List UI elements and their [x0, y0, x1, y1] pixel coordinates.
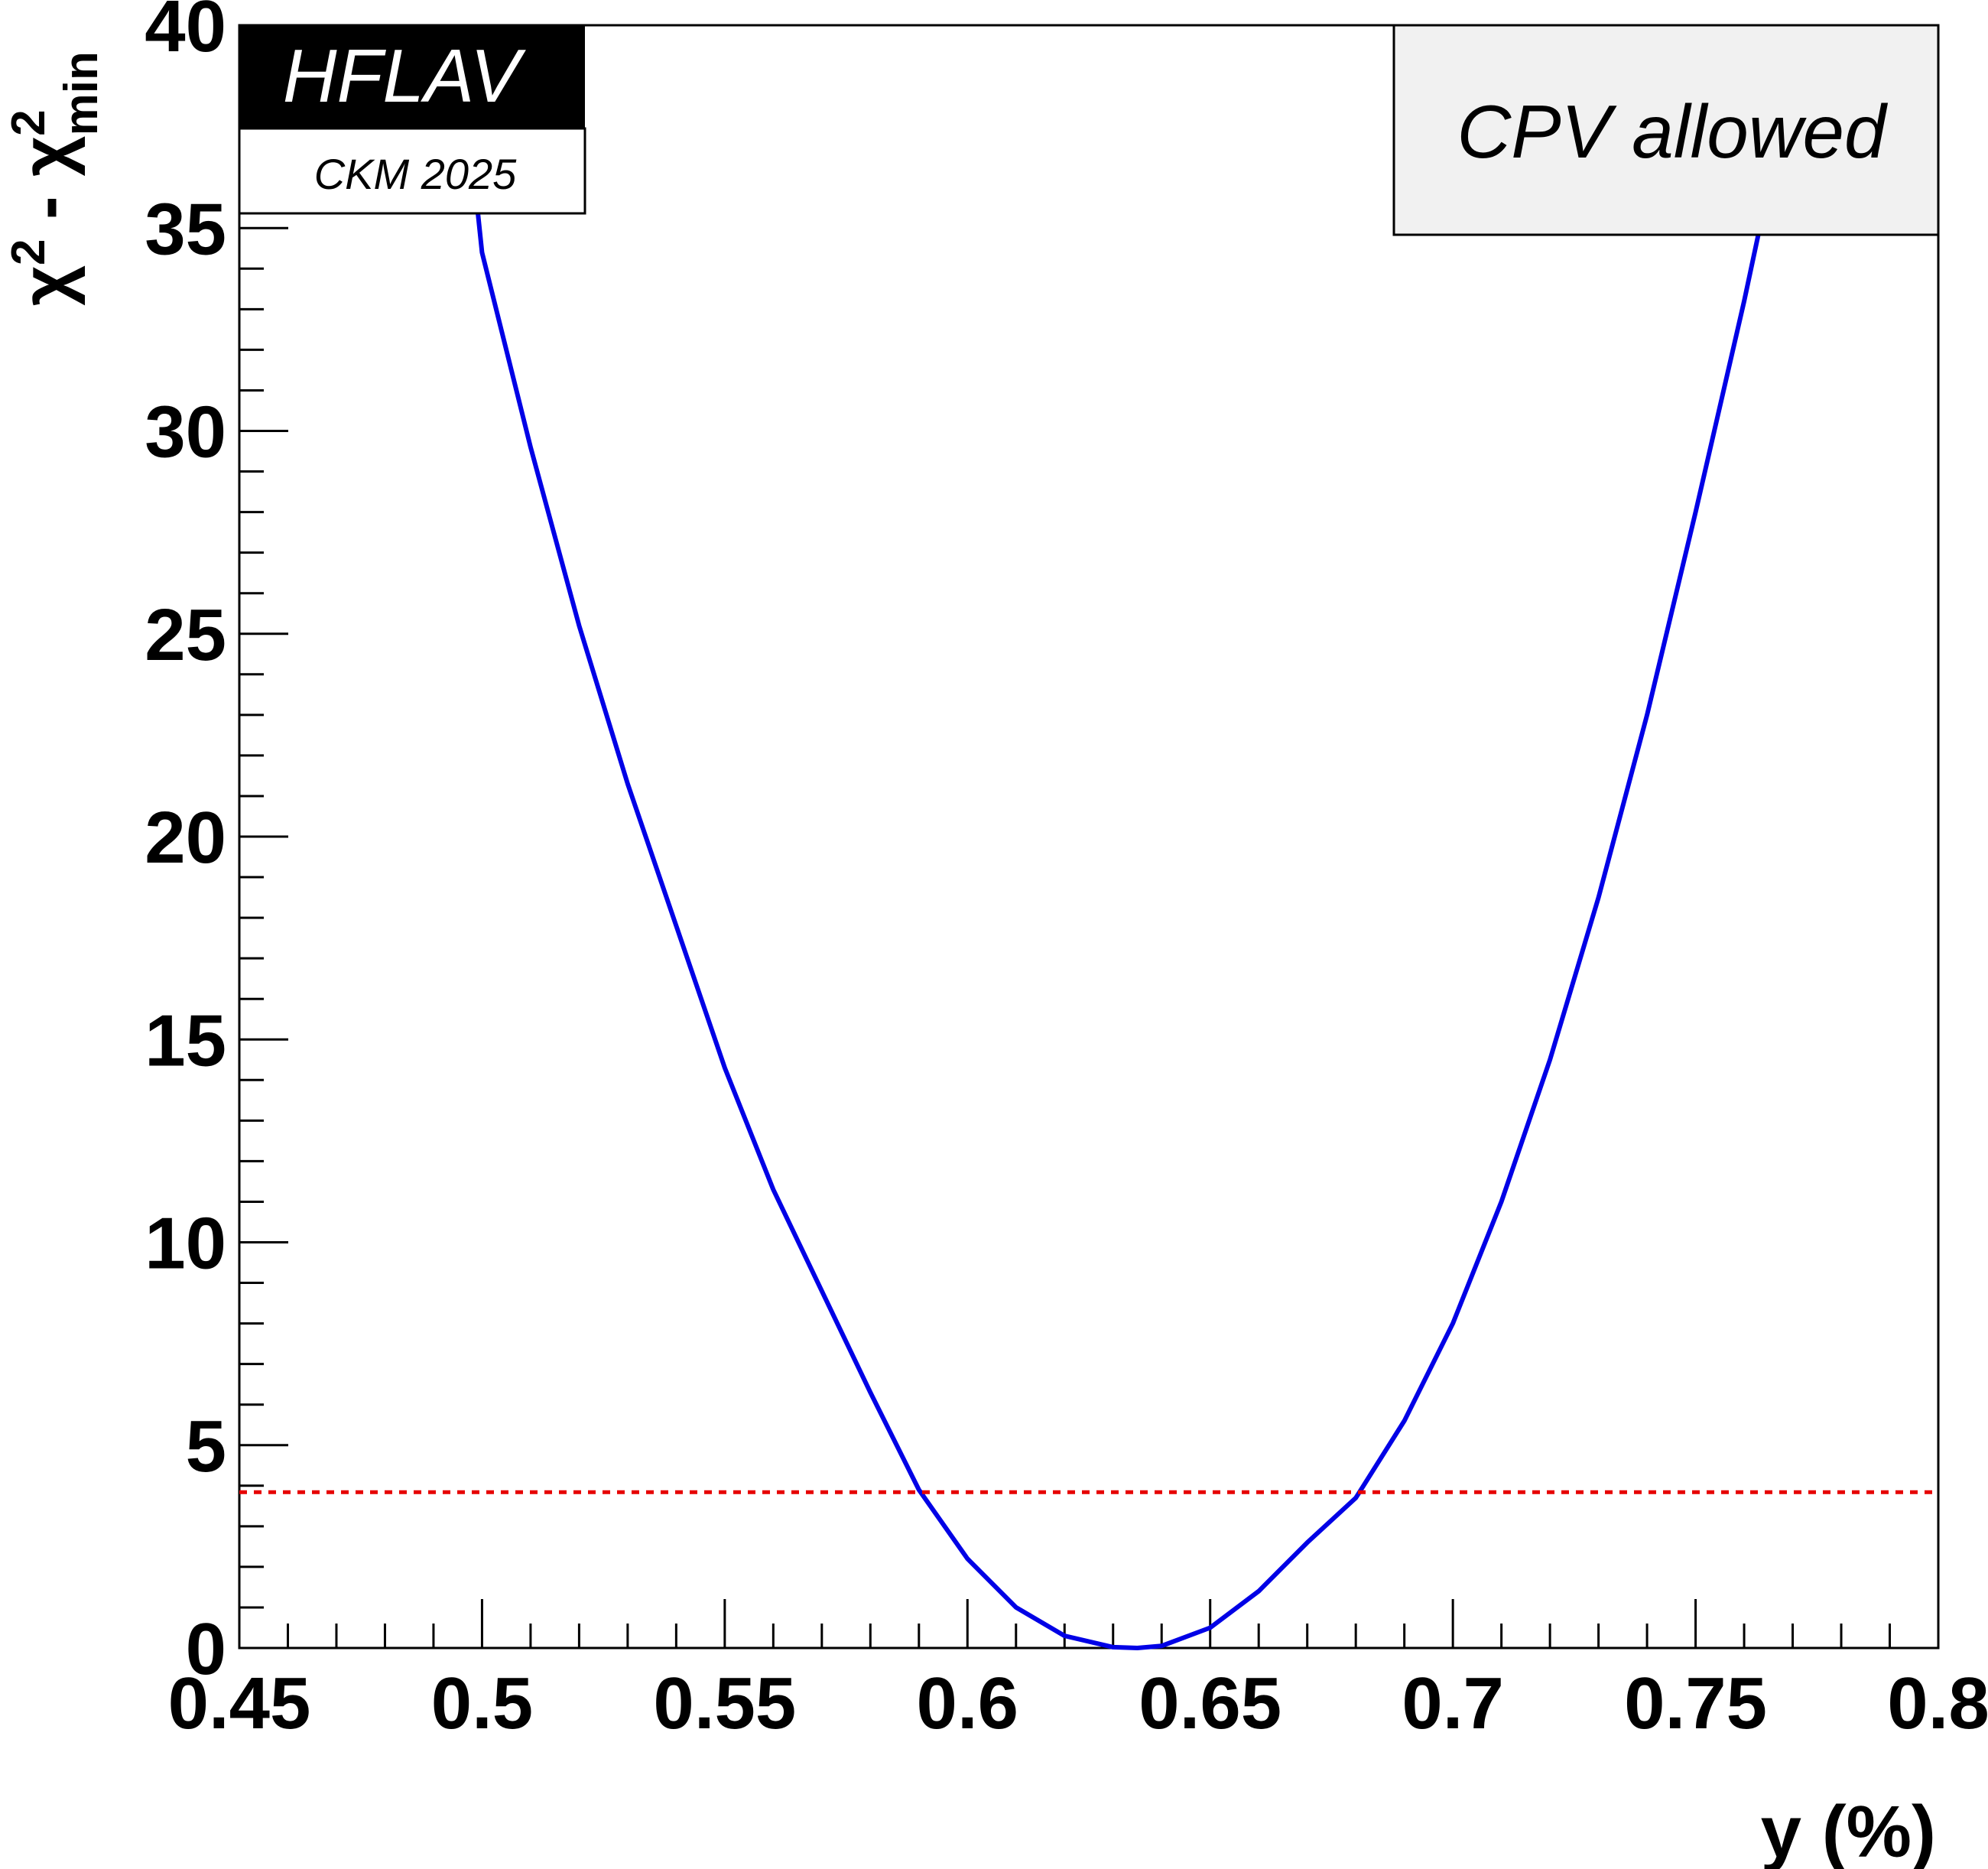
hflav-logo-top-panel [239, 25, 585, 128]
y-axis-title-chi-min: χ [8, 136, 86, 177]
y-tick-label: 20 [145, 797, 226, 879]
y-tick-label: 10 [145, 1203, 226, 1285]
y-axis-title-chi: χ [8, 265, 86, 306]
cpv-allowed-label: CPV allowed [1457, 89, 1889, 174]
y-tick-label: 30 [145, 392, 226, 473]
x-tick-label: 0.45 [168, 1663, 311, 1744]
x-axis-title: y (%) [1761, 1791, 1936, 1869]
y-tick-label: 40 [145, 0, 226, 67]
y-tick-label: 15 [145, 1000, 226, 1081]
series-layer [239, 24, 1938, 1650]
y-axis-title-dash: - [8, 177, 86, 239]
x-tick-label: 0.65 [1139, 1663, 1281, 1744]
x-tick-label: 0.6 [917, 1663, 1018, 1744]
hflav-logo: HFLAV CKM 2025 [238, 25, 586, 215]
y-tick-label: 0 [186, 1608, 226, 1690]
hflav-logo-bottom-panel [238, 127, 586, 215]
x-tick-labels: 0.45 0.5 0.55 0.6 0.65 0.7 0.75 0.8 [168, 1663, 1988, 1744]
cpv-allowed-box: CPV allowed [1392, 24, 1940, 236]
cpv-allowed-box-frame [1392, 24, 1940, 236]
y-axis-title-sup2: 2 [2, 109, 55, 135]
x-tick-label: 0.7 [1402, 1663, 1503, 1744]
y-tick-labels: 0 5 10 15 20 25 30 35 40 [145, 0, 226, 1690]
hflav-logo-subtitle: CKM 2025 [314, 150, 517, 198]
major-ticks [238, 24, 1940, 1650]
y-axis-title: χ2 - χ2min [2, 51, 108, 306]
chi2-curve [473, 24, 1805, 1650]
x-tick-label: 0.75 [1624, 1663, 1767, 1744]
x-tick-label: 0.8 [1887, 1663, 1988, 1744]
hflav-logo-title: HFLAV [283, 34, 526, 118]
y-tick-label: 25 [145, 594, 226, 676]
x-tick-label: 0.5 [431, 1663, 533, 1744]
y-axis-title-sub: min [55, 51, 108, 135]
y-tick-label: 35 [145, 188, 226, 270]
y-tick-label: 5 [186, 1406, 226, 1487]
x-tick-label: 0.55 [653, 1663, 796, 1744]
y-axis-title-sup1: 2 [2, 239, 55, 265]
